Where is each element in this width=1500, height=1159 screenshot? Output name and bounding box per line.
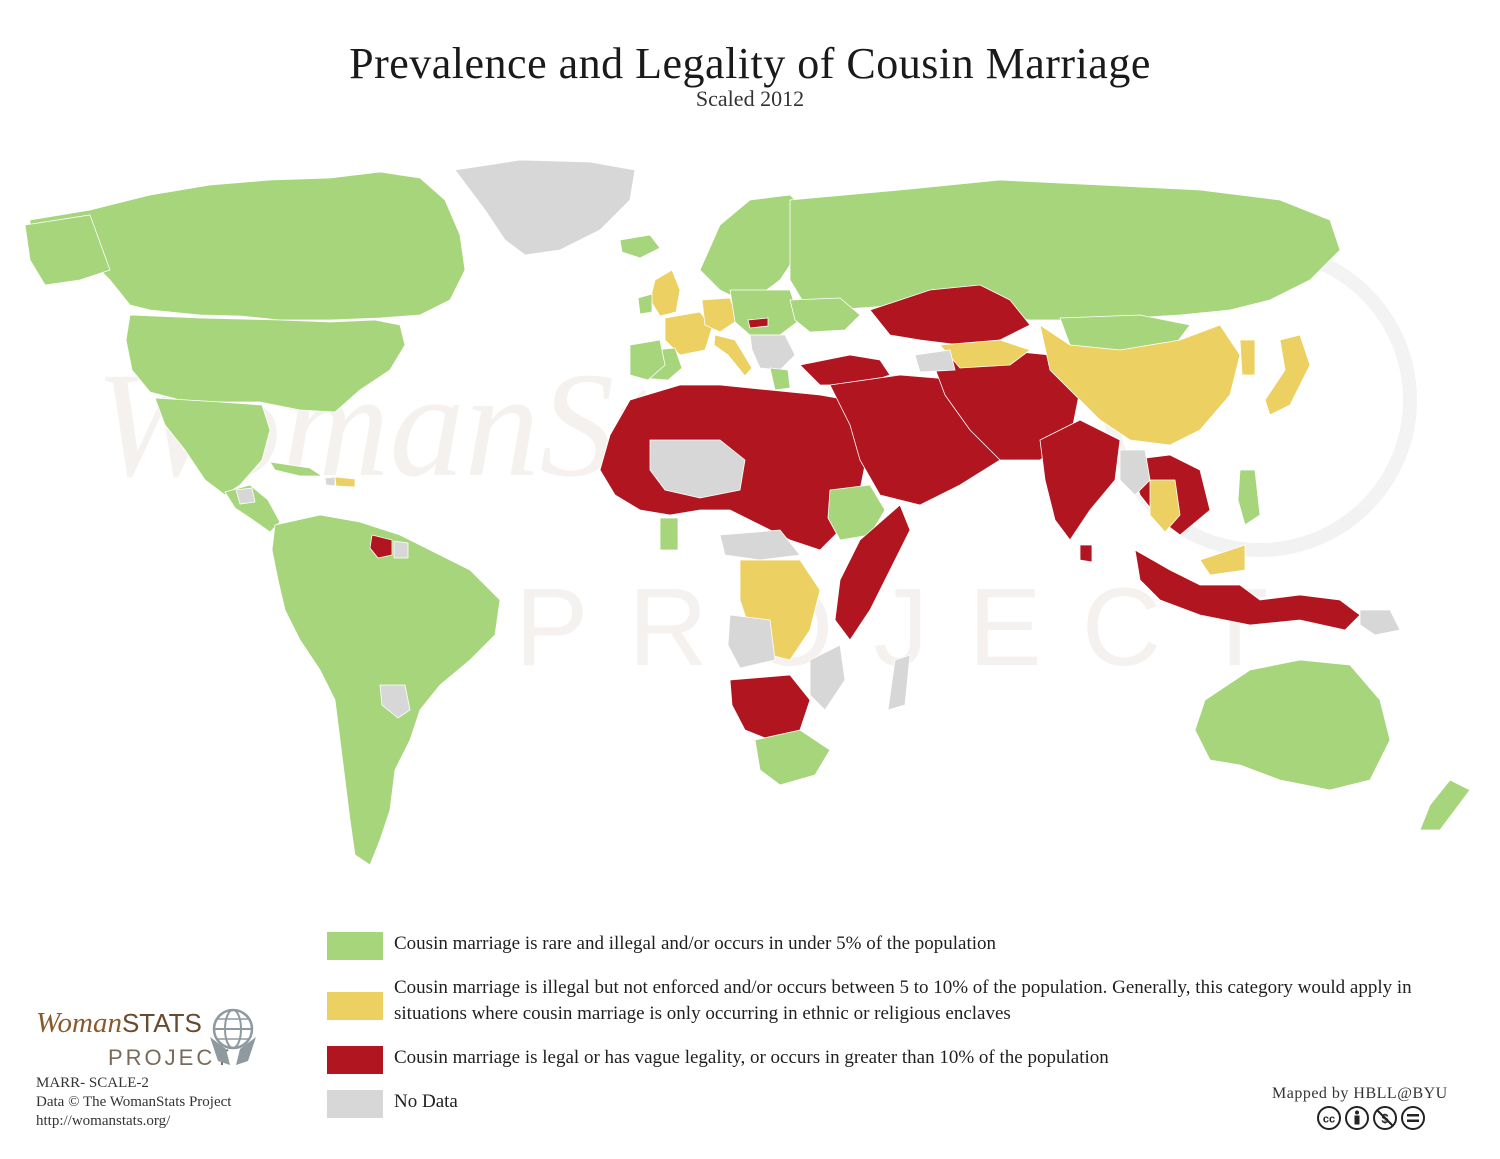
logo-brand-caps: STATS [121, 1008, 202, 1038]
country-ghana [659, 517, 679, 551]
region-north-america [24, 159, 636, 533]
country-central-asia [939, 339, 1031, 369]
map-title: Prevalence and Legality of Cousin Marria… [349, 39, 1151, 88]
country-japan [1264, 334, 1311, 416]
legend-swatch-rare [327, 932, 383, 960]
country-australia [1194, 659, 1391, 791]
country-madagascar [887, 654, 911, 711]
globe-hands-icon [210, 1008, 256, 1065]
country-ireland [637, 293, 653, 315]
country-turkey [799, 354, 891, 386]
womanstats-logo: WomanSTATS PROJECT [36, 1005, 266, 1075]
country-haiti [324, 476, 336, 487]
country-central-america-nodata [235, 487, 256, 505]
legend-label-legal: Cousin marriage is legal or has vague le… [394, 1047, 1109, 1068]
country-south-africa [754, 729, 831, 786]
legend-label-rare: Cousin marriage is rare and illegal and/… [394, 933, 997, 954]
country-canada [29, 171, 466, 321]
legend-label-nodata: No Data [394, 1091, 458, 1112]
country-mozambique [809, 644, 846, 711]
nc-icon: $ [1373, 1106, 1397, 1130]
country-dominican-republic [334, 476, 356, 488]
map-subtitle: Scaled 2012 [695, 86, 805, 111]
country-paraguay [379, 684, 411, 719]
country-kazakhstan [869, 284, 1031, 346]
country-cuba [269, 461, 324, 477]
country-turkmenistan [914, 349, 956, 373]
country-central-africa-nodata [719, 529, 801, 561]
world-map: WomanStats PROJECT [24, 159, 1471, 866]
country-china [1039, 324, 1241, 446]
region-oceania [1194, 659, 1471, 831]
svg-text:cc: cc [1323, 1114, 1335, 1126]
region-asia [799, 284, 1401, 636]
country-italy [713, 334, 753, 377]
data-credit: Data © The WomanStats Project [36, 1094, 232, 1110]
country-west-africa-nodata [649, 439, 746, 499]
country-russia [789, 179, 1341, 321]
country-usa [125, 314, 406, 413]
country-iceland [619, 234, 661, 259]
legend-swatch-moderate [327, 992, 383, 1020]
nd-icon [1401, 1106, 1425, 1130]
country-korea [1239, 339, 1256, 376]
country-angola [727, 614, 776, 669]
legend-swatch-legal [327, 1046, 383, 1074]
country-somalia-kenya [834, 504, 911, 641]
country-central-europe [729, 289, 801, 336]
mapped-by: Mapped by HBLL@BYU [1272, 1085, 1448, 1102]
legend-swatch-nodata [327, 1090, 383, 1118]
logo-project: PROJECT [108, 1045, 232, 1070]
country-myanmar-nodata [1119, 449, 1151, 496]
cc-icon: cc [1317, 1106, 1341, 1130]
country-malaysia [1199, 544, 1246, 576]
country-ukraine [789, 297, 861, 333]
country-greenland [454, 159, 636, 256]
country-germany [701, 297, 739, 333]
country-thailand [1149, 479, 1181, 533]
map-id: MARR- SCALE-2 [36, 1075, 149, 1091]
country-alaska [24, 214, 111, 286]
license-icons: cc $ [1317, 1106, 1425, 1130]
region-europe [619, 179, 1341, 391]
country-greece [769, 367, 791, 391]
credits: MARR- SCALE-2 Data © The WomanStats Proj… [36, 1074, 231, 1131]
country-suriname [393, 540, 409, 559]
country-france [664, 311, 713, 356]
country-png [1359, 609, 1401, 636]
legend-label-moderate: Cousin marriage is illegal but not enfor… [394, 977, 1412, 1024]
country-mexico [154, 397, 271, 496]
by-icon [1345, 1106, 1369, 1130]
country-sri-lanka [1079, 544, 1093, 563]
region-africa [599, 339, 911, 786]
country-india [1039, 419, 1121, 541]
country-guyana [369, 534, 393, 559]
country-new-zealand [1419, 779, 1471, 831]
watermark-project: PROJECT [515, 566, 1308, 689]
region-south-america [271, 514, 501, 866]
country-uk [649, 269, 681, 317]
country-slovakia [747, 317, 769, 329]
country-philippines [1237, 469, 1261, 526]
logo-brand-italic: Woman [36, 1007, 122, 1039]
country-morocco [629, 339, 666, 381]
source-url[interactable]: http://womanstats.org/ [36, 1113, 171, 1129]
